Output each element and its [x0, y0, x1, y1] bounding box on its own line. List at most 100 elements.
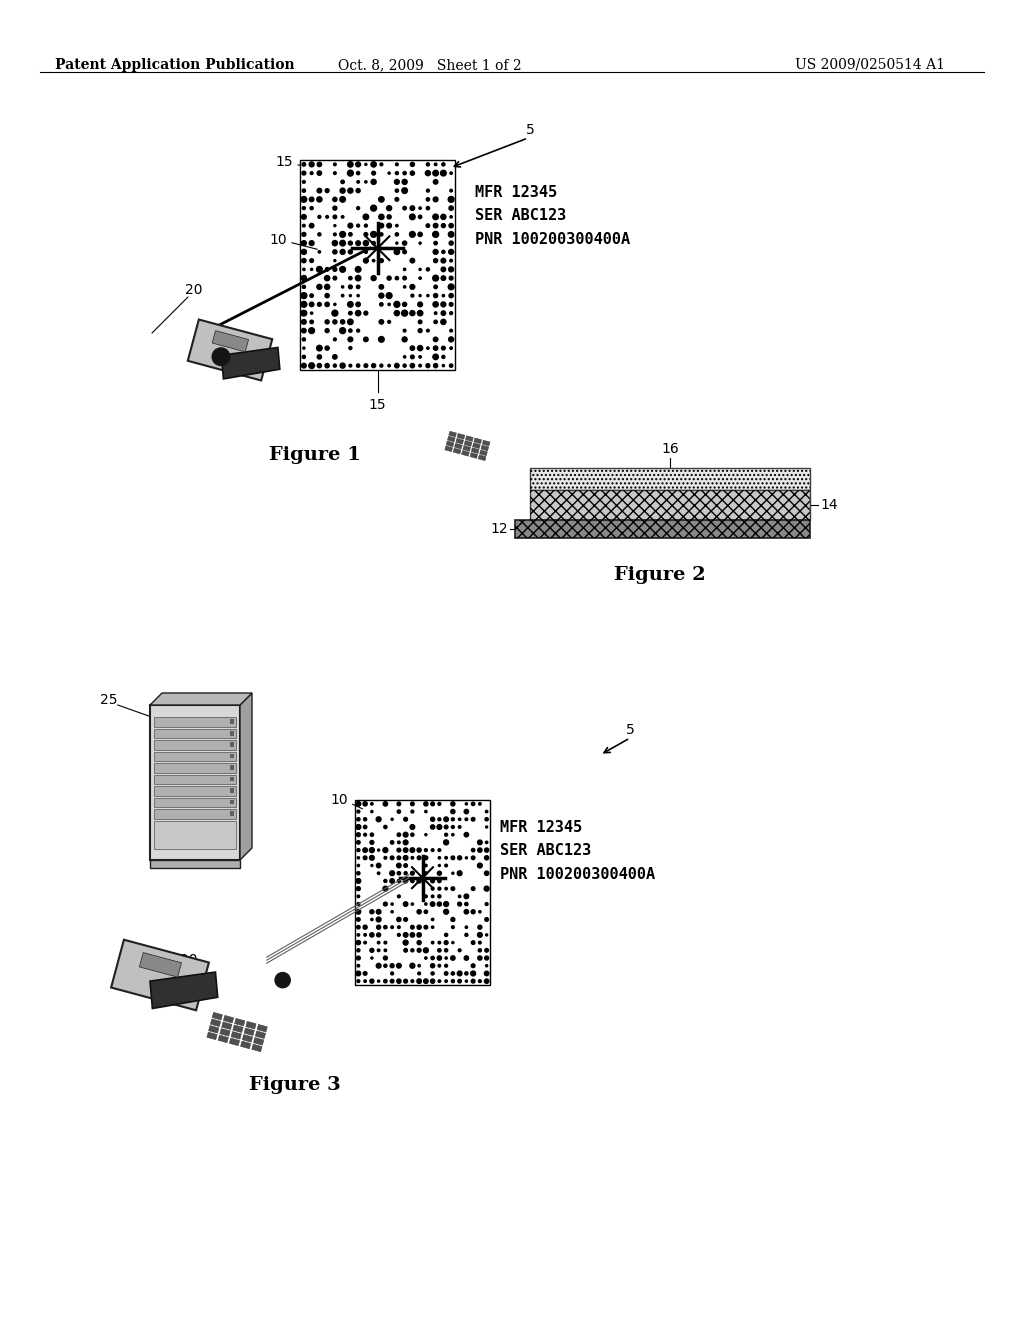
Circle shape — [308, 327, 314, 334]
Bar — [230, 788, 234, 793]
Polygon shape — [210, 1019, 221, 1027]
Circle shape — [464, 956, 469, 960]
Circle shape — [419, 364, 422, 367]
Circle shape — [384, 941, 387, 944]
Circle shape — [325, 276, 330, 281]
Circle shape — [452, 941, 454, 944]
Circle shape — [417, 855, 421, 859]
Circle shape — [380, 259, 383, 263]
Circle shape — [301, 301, 307, 308]
Circle shape — [364, 214, 369, 219]
Circle shape — [355, 240, 360, 246]
Circle shape — [438, 895, 441, 898]
Circle shape — [380, 232, 383, 236]
Circle shape — [317, 363, 322, 368]
Circle shape — [364, 855, 367, 859]
Circle shape — [333, 197, 337, 202]
Circle shape — [355, 276, 360, 281]
Circle shape — [387, 215, 391, 219]
Circle shape — [310, 206, 313, 210]
Circle shape — [444, 979, 447, 982]
Bar — [230, 731, 234, 735]
Circle shape — [484, 949, 488, 952]
Circle shape — [411, 346, 415, 350]
Circle shape — [418, 302, 423, 306]
Circle shape — [440, 319, 445, 325]
Circle shape — [388, 172, 390, 174]
Circle shape — [424, 979, 428, 983]
Circle shape — [464, 809, 469, 813]
Circle shape — [419, 355, 421, 358]
Circle shape — [465, 903, 468, 906]
Circle shape — [394, 301, 399, 308]
Circle shape — [348, 337, 352, 342]
Circle shape — [302, 162, 305, 166]
Circle shape — [390, 979, 394, 983]
Circle shape — [471, 857, 475, 859]
Circle shape — [348, 232, 352, 236]
Text: 10: 10 — [331, 793, 348, 807]
Circle shape — [403, 902, 408, 907]
Circle shape — [419, 242, 421, 244]
Circle shape — [397, 803, 400, 805]
Circle shape — [431, 895, 434, 898]
Circle shape — [386, 293, 392, 298]
Circle shape — [348, 285, 352, 289]
Circle shape — [459, 895, 461, 898]
Circle shape — [404, 871, 408, 875]
Circle shape — [364, 925, 368, 929]
Circle shape — [376, 917, 381, 921]
Circle shape — [433, 214, 438, 219]
Circle shape — [444, 833, 447, 836]
Circle shape — [362, 801, 368, 807]
Bar — [300, 160, 455, 370]
Circle shape — [391, 972, 393, 975]
Bar — [515, 520, 810, 539]
Polygon shape — [231, 1031, 242, 1039]
Circle shape — [458, 902, 462, 906]
Circle shape — [417, 879, 421, 883]
Circle shape — [397, 879, 400, 882]
Circle shape — [431, 957, 434, 960]
Circle shape — [418, 965, 420, 966]
Circle shape — [418, 346, 423, 351]
Circle shape — [370, 855, 374, 861]
Circle shape — [419, 277, 421, 280]
Circle shape — [349, 347, 352, 350]
Circle shape — [356, 833, 360, 837]
Circle shape — [441, 346, 445, 350]
Circle shape — [424, 855, 428, 859]
Circle shape — [441, 162, 445, 166]
Text: 15: 15 — [275, 154, 293, 169]
Circle shape — [450, 189, 453, 191]
Polygon shape — [229, 1038, 240, 1045]
Polygon shape — [212, 1012, 222, 1020]
Circle shape — [316, 267, 323, 272]
Polygon shape — [466, 436, 473, 441]
Circle shape — [387, 276, 391, 280]
Circle shape — [417, 925, 421, 929]
Circle shape — [485, 841, 487, 843]
Circle shape — [441, 251, 445, 253]
Circle shape — [397, 871, 400, 875]
Bar — [530, 490, 810, 520]
Circle shape — [442, 294, 444, 297]
Bar — [150, 861, 240, 869]
Circle shape — [364, 825, 367, 829]
Circle shape — [370, 948, 374, 952]
Circle shape — [471, 887, 475, 891]
Circle shape — [334, 338, 336, 341]
Circle shape — [356, 887, 360, 891]
Circle shape — [365, 164, 367, 165]
Circle shape — [357, 857, 359, 859]
Circle shape — [379, 293, 384, 298]
Circle shape — [384, 879, 387, 883]
Circle shape — [341, 319, 345, 323]
Circle shape — [333, 206, 337, 210]
Circle shape — [371, 205, 377, 211]
Circle shape — [395, 276, 398, 280]
Circle shape — [403, 329, 406, 333]
Circle shape — [403, 355, 406, 358]
Bar — [355, 800, 490, 985]
Circle shape — [433, 170, 438, 176]
